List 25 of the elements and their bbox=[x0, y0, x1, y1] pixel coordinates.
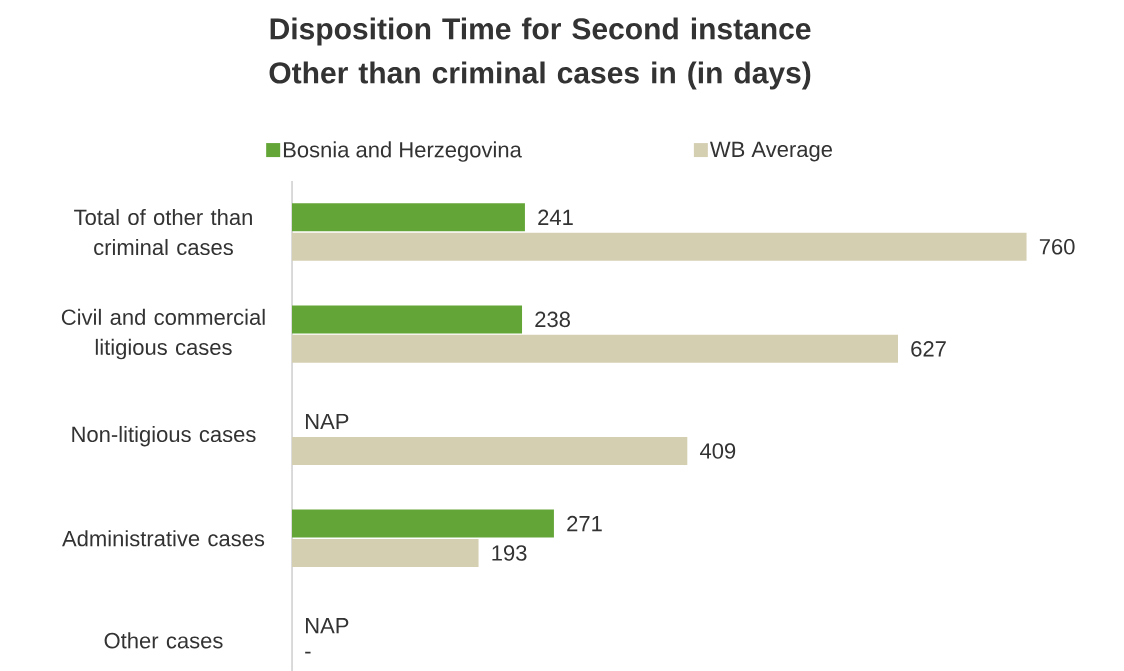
bar bbox=[292, 203, 525, 232]
text: - bbox=[305, 651, 311, 654]
data-label: 271 bbox=[567, 515, 602, 532]
y-tick-label: Administrative cases bbox=[62, 530, 265, 547]
data-label: 760 bbox=[1039, 238, 1075, 255]
y-tick-label: Total of other than criminal cases bbox=[74, 208, 252, 256]
legend-label: WB Average bbox=[709, 141, 832, 162]
data-label: 409 bbox=[700, 443, 736, 459]
legend-label: Bosnia and Herzegovina bbox=[283, 141, 522, 162]
data-label: 193 bbox=[492, 545, 527, 561]
y-tick-label: Other cases bbox=[104, 632, 223, 649]
bar bbox=[292, 509, 554, 538]
bar bbox=[292, 334, 898, 363]
data-label: 627 bbox=[911, 341, 946, 357]
text: NAP bbox=[306, 413, 349, 430]
text: NAP bbox=[306, 618, 349, 634]
chart-title: Disposition Time for Second instance Other than criminal cases in (in days) bbox=[269, 17, 811, 90]
bar bbox=[292, 232, 1027, 261]
y-tick-label: Civil and commercial litigious cases bbox=[61, 308, 265, 360]
y-tick-label: Non-litigious cases bbox=[72, 425, 256, 447]
bar bbox=[292, 539, 479, 568]
bar bbox=[292, 436, 688, 465]
bar bbox=[292, 305, 523, 334]
data-label: 241 bbox=[538, 209, 573, 225]
data-label: 238 bbox=[535, 311, 570, 328]
